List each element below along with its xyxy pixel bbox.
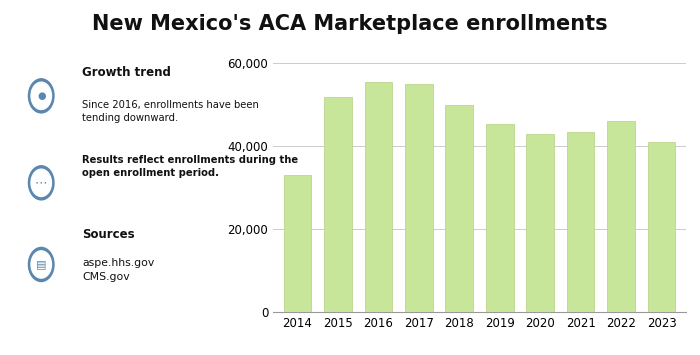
- Text: New Mexico's ACA Marketplace enrollments: New Mexico's ACA Marketplace enrollments: [92, 14, 608, 34]
- Text: ●: ●: [37, 91, 46, 101]
- Circle shape: [29, 79, 54, 113]
- Bar: [648, 142, 676, 312]
- Circle shape: [31, 169, 51, 196]
- Bar: [486, 124, 514, 312]
- Bar: [445, 105, 473, 312]
- Bar: [567, 132, 594, 312]
- Text: Sources: Sources: [83, 228, 135, 241]
- Text: .org™: .org™: [27, 332, 61, 342]
- Bar: [284, 175, 311, 312]
- Text: Results reflect enrollments during the
open enrollment period.: Results reflect enrollments during the o…: [83, 155, 299, 179]
- Bar: [324, 97, 351, 312]
- Bar: [405, 84, 433, 312]
- Text: ⋯: ⋯: [35, 176, 48, 189]
- Circle shape: [31, 251, 51, 278]
- Text: aspe.hhs.gov
CMS.gov: aspe.hhs.gov CMS.gov: [83, 258, 155, 282]
- Text: Since 2016, enrollments have been
tending downward.: Since 2016, enrollments have been tendin…: [83, 100, 259, 124]
- Text: ▤: ▤: [36, 260, 46, 269]
- Text: health
insurance: health insurance: [20, 298, 67, 317]
- Circle shape: [29, 166, 54, 200]
- Circle shape: [29, 247, 54, 282]
- Bar: [608, 121, 635, 312]
- Circle shape: [31, 82, 51, 109]
- Bar: [365, 82, 392, 312]
- Bar: [526, 134, 554, 312]
- Text: Growth trend: Growth trend: [83, 66, 172, 79]
